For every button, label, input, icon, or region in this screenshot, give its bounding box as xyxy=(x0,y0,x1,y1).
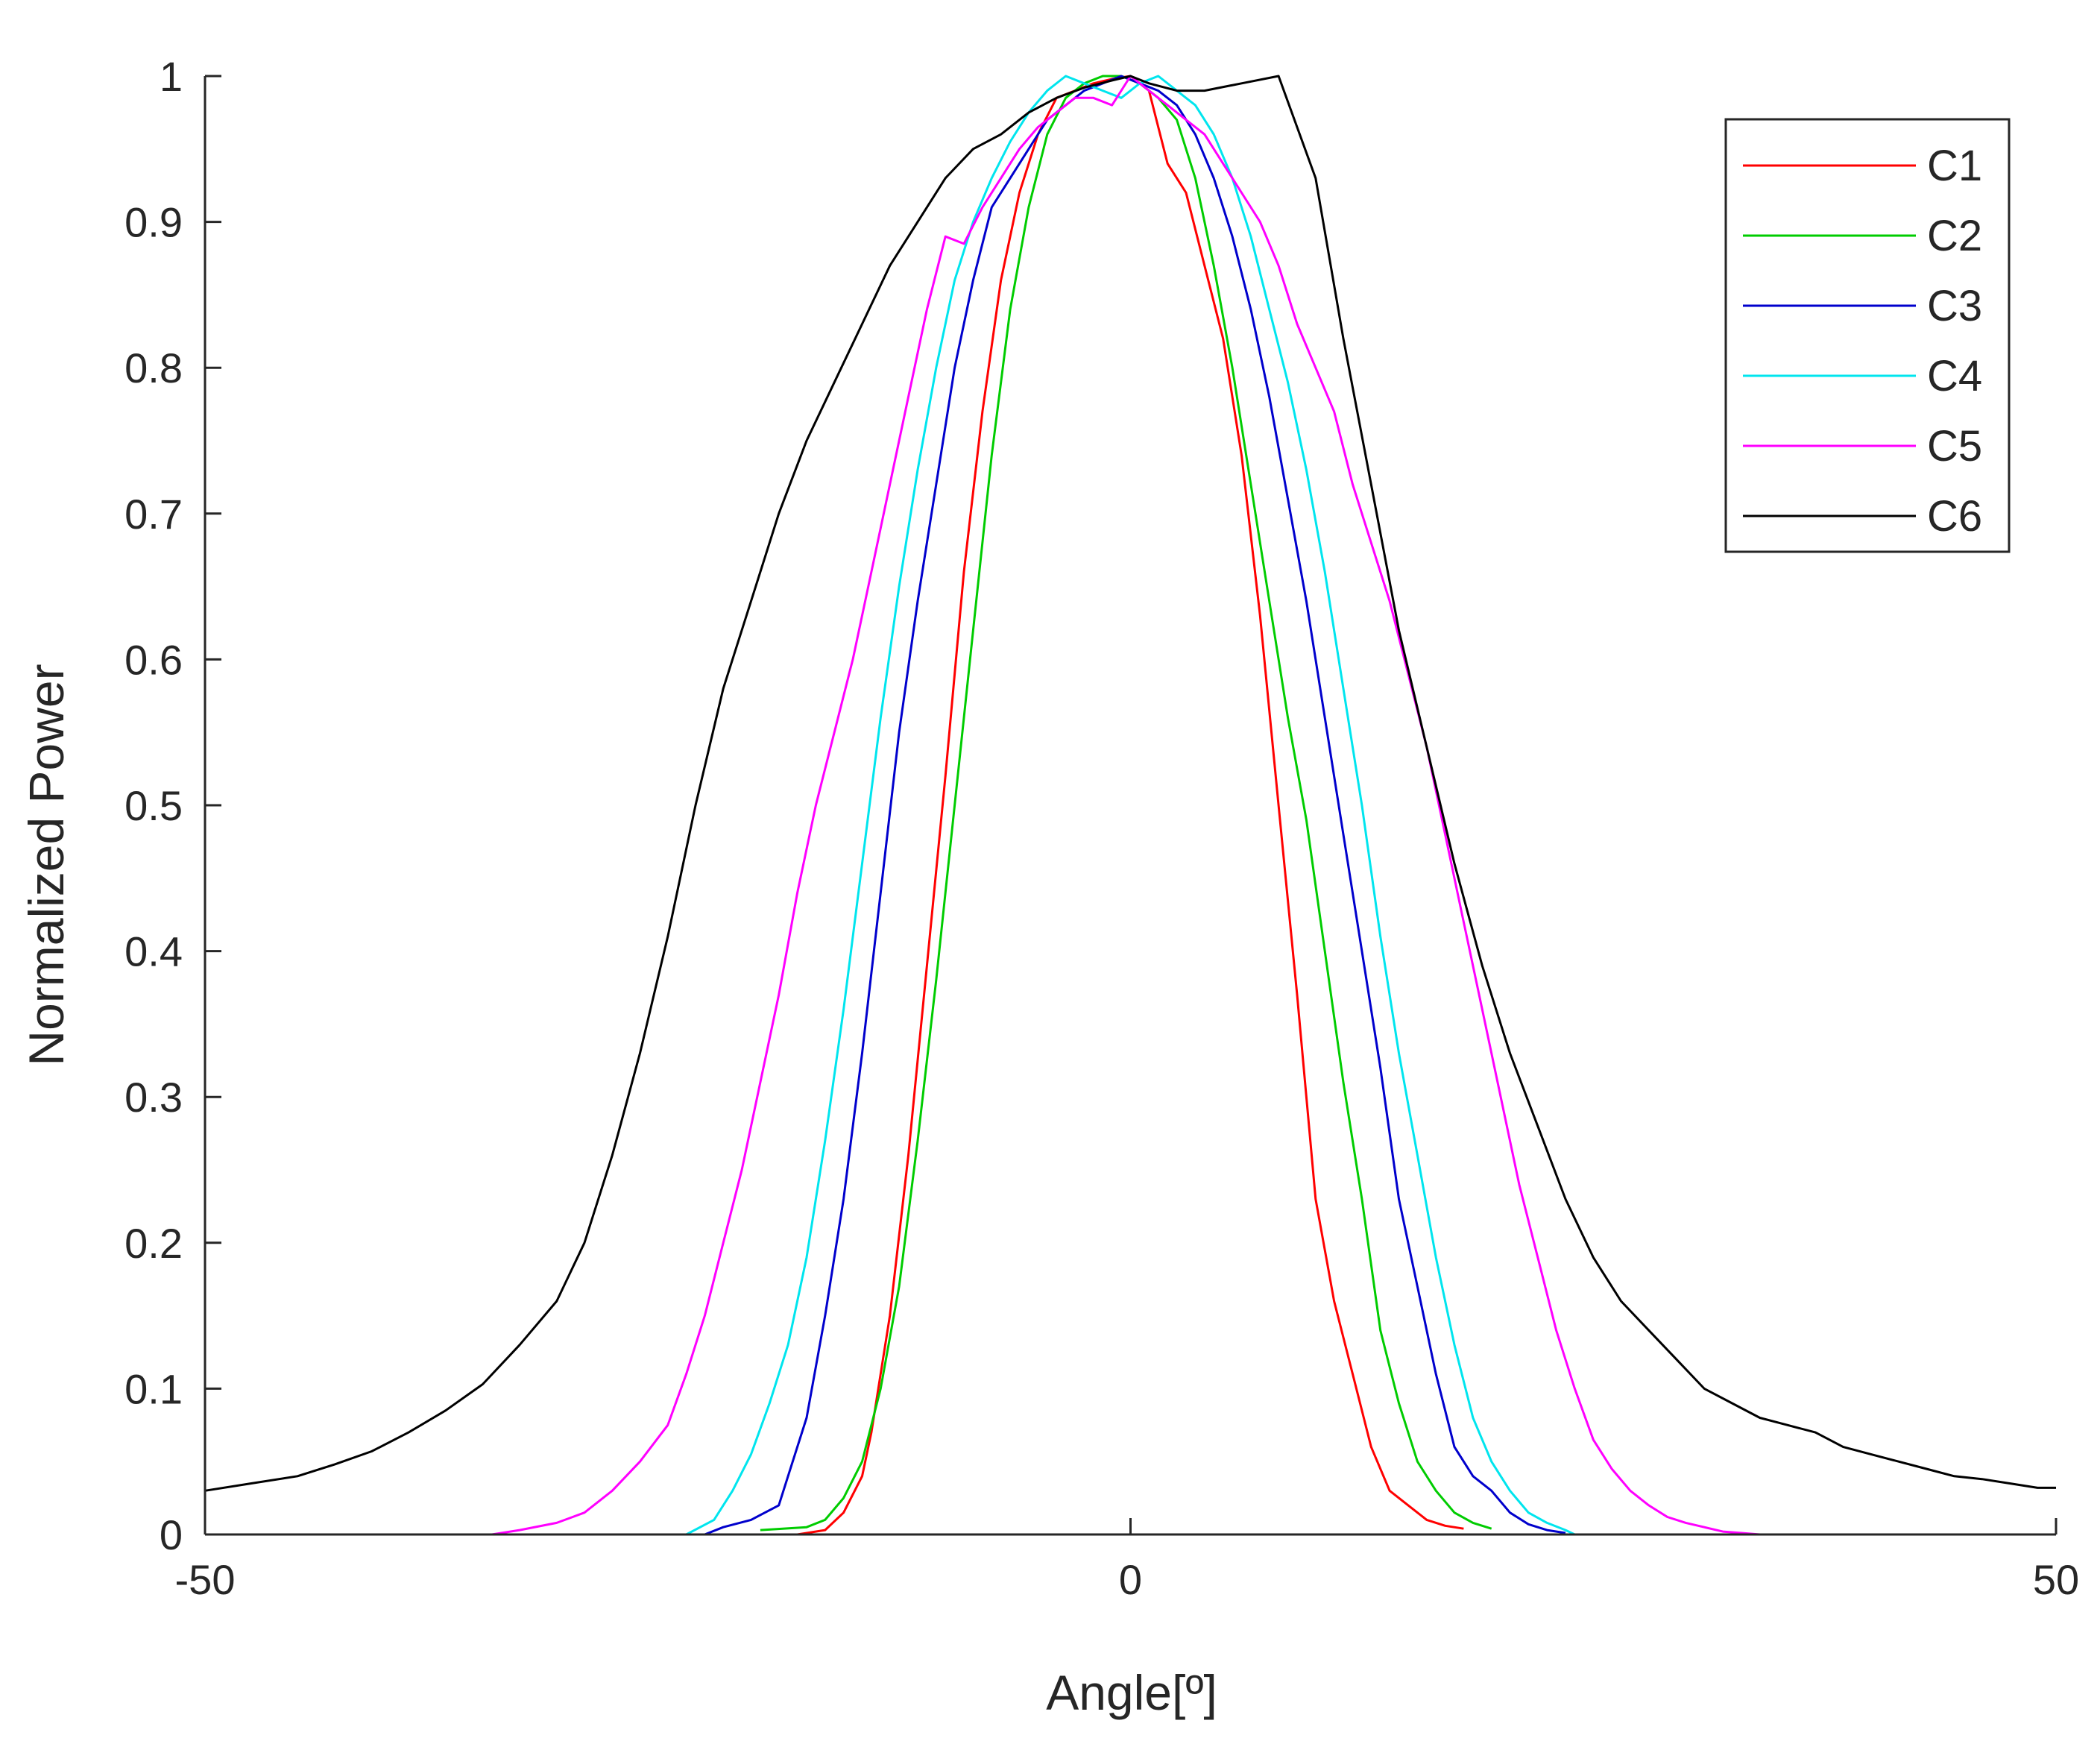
series-line-c5 xyxy=(491,75,1760,1536)
y-tick-label: 1 xyxy=(160,53,183,100)
y-tick-label: 0.9 xyxy=(124,199,183,246)
x-axis-title: Angle[º] xyxy=(1046,1665,1217,1720)
y-axis-title: Normalized Power xyxy=(19,664,74,1065)
y-tick-label: 0.2 xyxy=(124,1220,183,1267)
legend-items: C1 C2 C3 C4 C5 C6 xyxy=(1743,142,1982,541)
legend-label-c6: C6 xyxy=(1927,492,1982,541)
y-tick-label: 0.3 xyxy=(124,1074,183,1121)
legend-label-c3: C3 xyxy=(1927,282,1982,330)
y-tick-label: 0.5 xyxy=(124,782,183,829)
y-tick-label: 0.8 xyxy=(124,344,183,391)
legend: C1 C2 C3 C4 C5 C6 xyxy=(1724,118,2011,553)
series-line-c6 xyxy=(204,75,2056,1492)
axes xyxy=(204,75,2058,1536)
series-layer xyxy=(204,75,2056,1536)
x-tick-label: 50 xyxy=(2033,1556,2079,1603)
y-tick-label: 0.7 xyxy=(124,491,183,538)
legend-box xyxy=(1724,118,2011,553)
legend-label-c5: C5 xyxy=(1927,422,1982,470)
y-tick-label: 0.6 xyxy=(124,636,183,683)
tick-labels: 00.10.20.30.40.50.60.70.80.91-50 0 50 xyxy=(124,53,2079,1603)
y-tick-label: 0.1 xyxy=(124,1365,183,1412)
y-tick-label: 0 xyxy=(160,1511,183,1558)
legend-label-c2: C2 xyxy=(1927,212,1982,260)
legend-label-c1: C1 xyxy=(1927,142,1982,190)
legend-label-c4: C4 xyxy=(1927,352,1982,400)
y-tick-label: 0.4 xyxy=(124,928,183,975)
x-tick-label: 0 xyxy=(1119,1556,1142,1603)
x-tick-label: -50 xyxy=(175,1556,236,1603)
